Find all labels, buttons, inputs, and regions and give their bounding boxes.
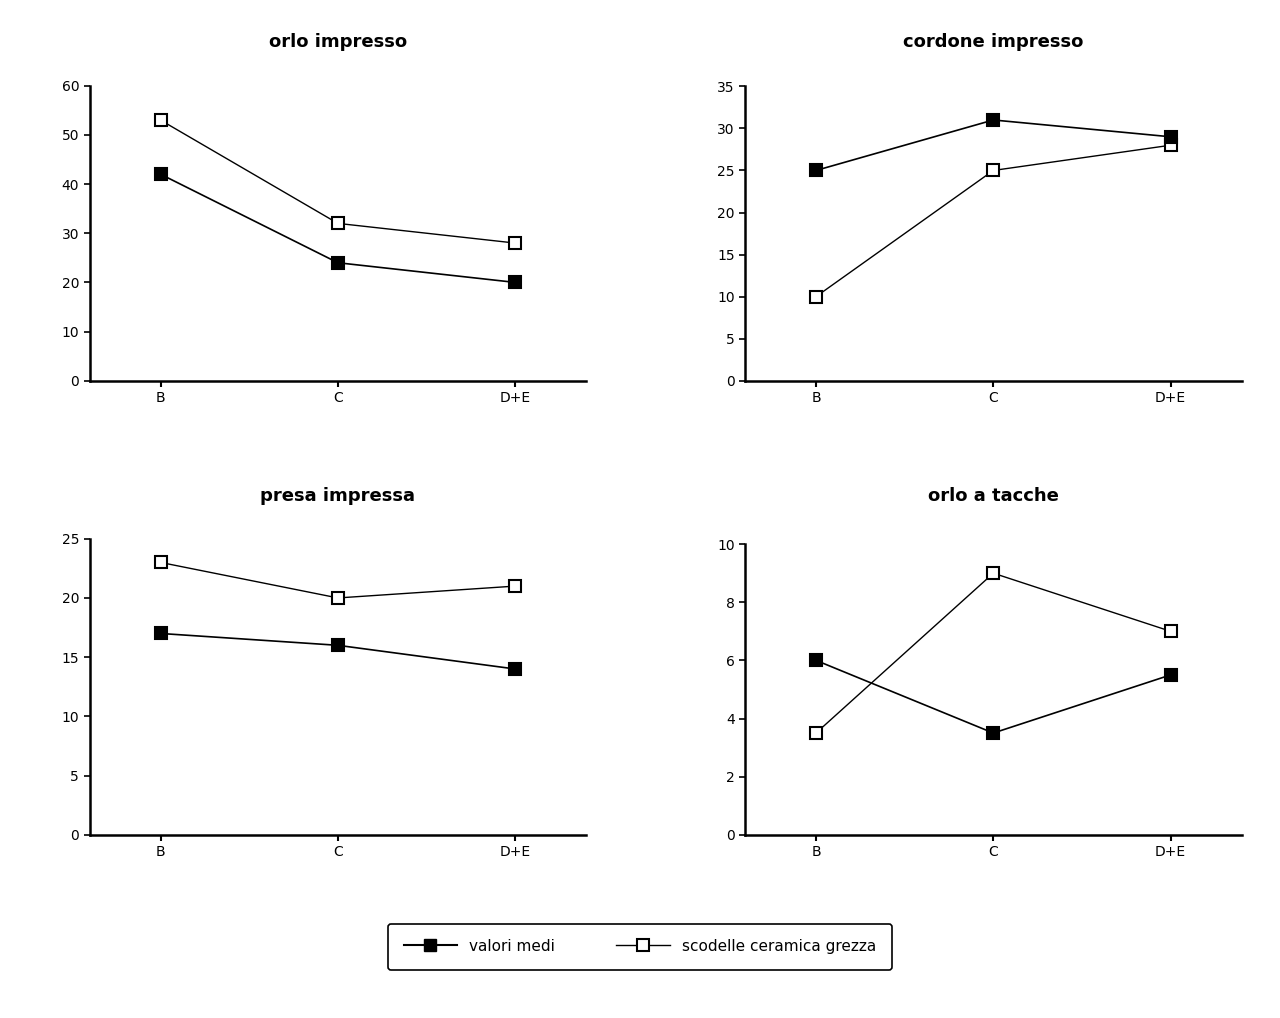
Title: orlo a tacche: orlo a tacche (928, 488, 1059, 505)
Title: cordone impresso: cordone impresso (904, 34, 1083, 51)
Title: presa impressa: presa impressa (260, 488, 416, 505)
Legend: valori medi, scodelle ceramica grezza: valori medi, scodelle ceramica grezza (388, 924, 892, 969)
Title: orlo impresso: orlo impresso (269, 34, 407, 51)
